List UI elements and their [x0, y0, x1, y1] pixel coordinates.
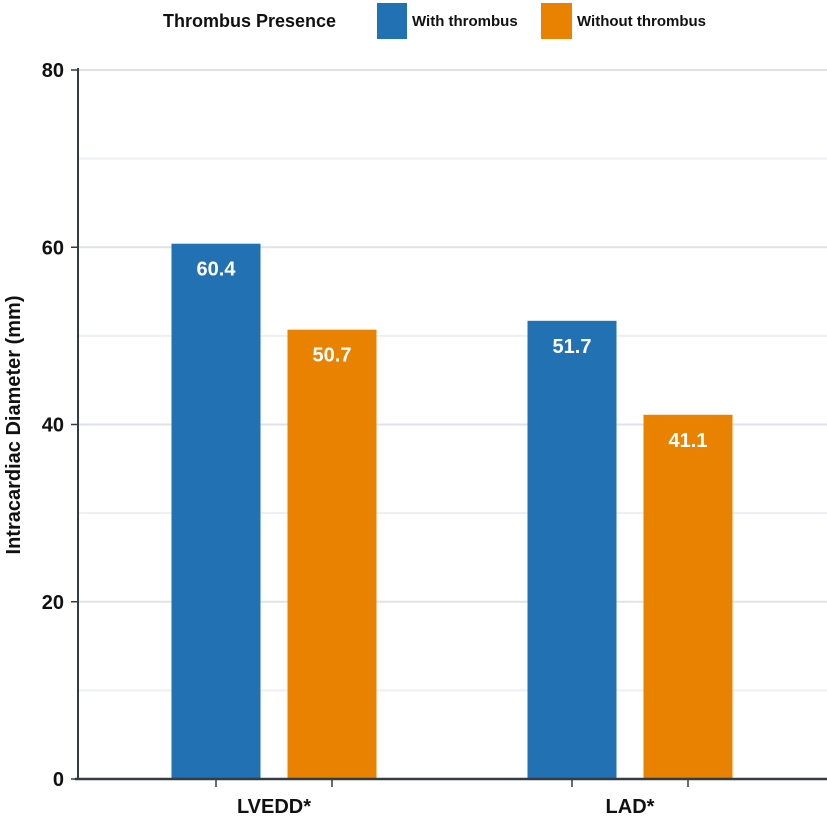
data-label: 60.4 [197, 259, 237, 281]
y-axis-label: Intracardiac Diameter (mm) [3, 296, 25, 555]
y-tick-label: 60 [42, 237, 64, 259]
y-tick-label: 20 [42, 592, 64, 614]
legend-title: Thrombus Presence [163, 11, 336, 31]
data-label: 41.1 [669, 430, 708, 452]
y-tick-label: 0 [53, 769, 64, 791]
x-tick-label: LAD* [606, 796, 655, 816]
legend: Thrombus Presence With thrombus Without … [163, 3, 706, 39]
bar [527, 320, 617, 779]
bar [171, 243, 261, 779]
bar [643, 414, 733, 779]
legend-label-without-thrombus: Without thrombus [577, 13, 706, 30]
data-label: 50.7 [313, 345, 352, 367]
data-label: 51.7 [553, 336, 592, 358]
bar [287, 329, 377, 779]
x-tick-label: LVEDD* [237, 796, 311, 816]
axes: LVEDD* LAD* 0 20 40 60 80 [42, 60, 827, 818]
legend-swatch-with-thrombus [377, 3, 407, 39]
y-tick-label: 40 [42, 415, 64, 437]
bars: 60.4 50.7 51.7 41.1 [171, 243, 733, 779]
y-tick-label: 80 [42, 60, 64, 82]
legend-swatch-without-thrombus [541, 3, 572, 39]
legend-label-with-thrombus: With thrombus [412, 13, 518, 30]
